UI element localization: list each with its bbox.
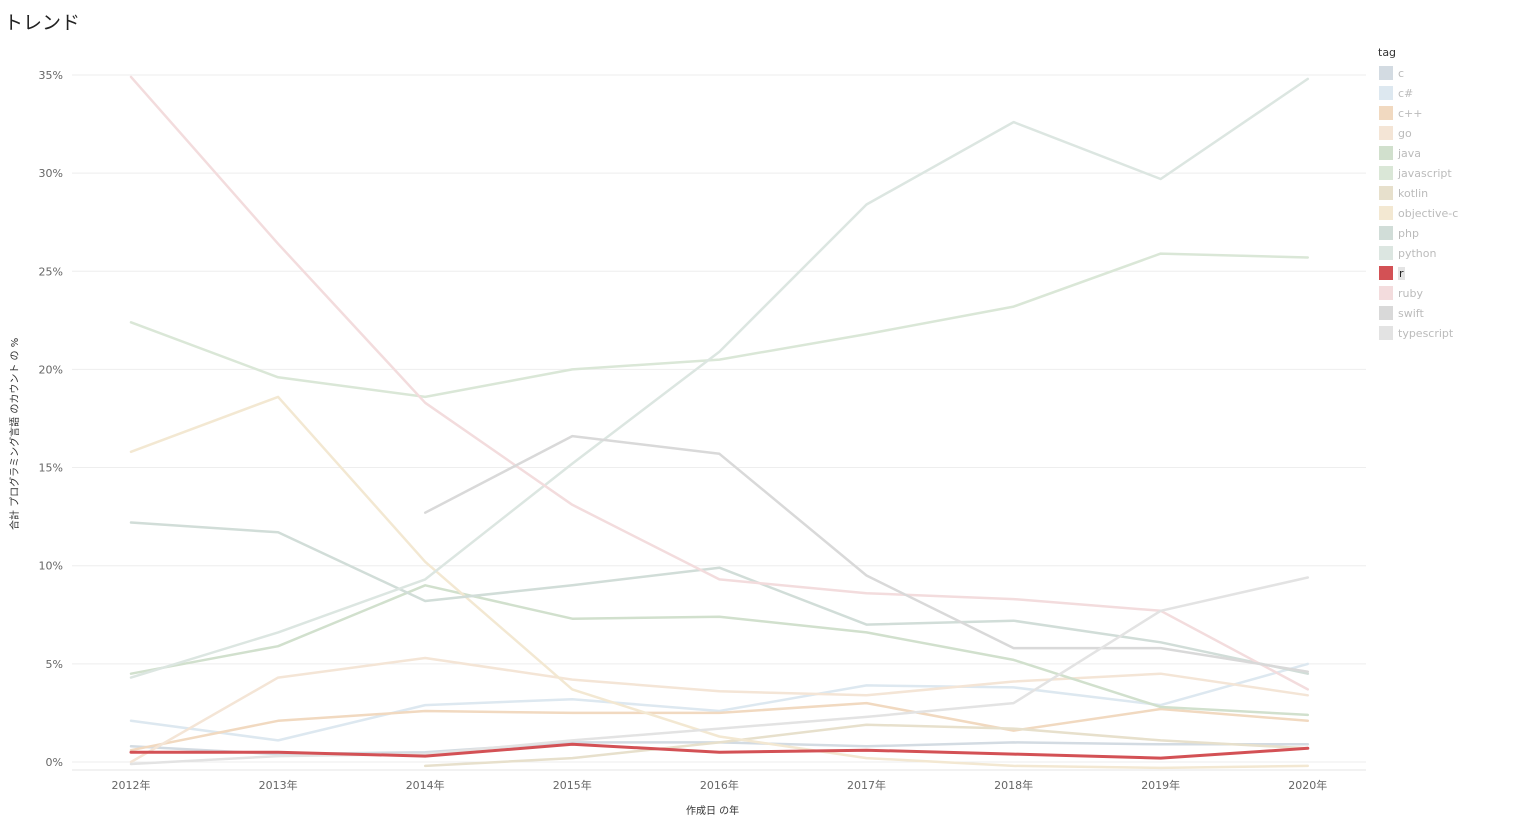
legend-item-go[interactable]: go (1376, 123, 1511, 143)
legend-item-ruby[interactable]: ruby (1376, 283, 1511, 303)
y-axis-label: 合計 プログラミング言語 のカウント の % (10, 337, 21, 530)
legend-label: java (1398, 146, 1422, 160)
legend-item-c[interactable]: c (1376, 63, 1511, 83)
series-lines (129, 75, 1310, 770)
series-line-php[interactable] (129, 521, 1310, 675)
x-tick-label: 2020年 (1288, 778, 1327, 792)
legend-item-c#[interactable]: c# (1376, 83, 1511, 103)
x-tick-label: 2015年 (553, 778, 592, 792)
legend-label: objective-c (1398, 206, 1459, 220)
series-line-kotlin[interactable] (423, 723, 1310, 768)
legend-swatch (1379, 66, 1393, 80)
series-line-objective-c[interactable] (129, 395, 1310, 770)
x-tick-label: 2014年 (406, 778, 445, 792)
legend-swatch (1379, 246, 1393, 260)
series-line-swift[interactable] (423, 434, 1310, 673)
legend-swatch (1379, 106, 1393, 120)
y-tick-label: 10% (39, 560, 63, 573)
legend-item-kotlin[interactable]: kotlin (1376, 183, 1511, 203)
y-tick-label: 20% (39, 363, 63, 376)
legend-label: swift (1398, 306, 1424, 320)
legend-swatch (1379, 146, 1393, 160)
legend-swatch (1379, 326, 1393, 340)
x-tick-label: 2016年 (700, 778, 739, 792)
legend: tag c c# c++ go java javascript kotlin objectiv… (1376, 46, 1511, 343)
series-line-c#[interactable] (129, 662, 1310, 742)
series-line-r[interactable] (129, 742, 1310, 760)
legend-label: r (1398, 266, 1405, 280)
x-tick-label: 2013年 (259, 778, 298, 792)
y-tick-label: 30% (39, 167, 63, 180)
legend-label: c (1398, 66, 1405, 80)
series-line-c++[interactable] (129, 701, 1310, 752)
page-title: トレンド (4, 12, 81, 34)
x-axis-label: 作成日 の年 (686, 806, 740, 817)
y-tick-label: 15% (39, 462, 63, 475)
y-tick-label: 0% (46, 756, 63, 769)
gridlines (72, 74, 1366, 771)
legend-label: c# (1398, 86, 1414, 100)
legend-swatch (1379, 126, 1393, 140)
legend-label: go (1398, 126, 1412, 140)
x-tick-label: 2012年 (112, 778, 151, 792)
legend-swatch (1379, 266, 1393, 280)
legend-title: tag (1378, 46, 1397, 59)
legend-swatch (1379, 286, 1393, 300)
legend-label: c++ (1398, 106, 1423, 120)
x-tick-label: 2017年 (847, 778, 886, 792)
legend-item-php[interactable]: php (1376, 223, 1511, 243)
legend-label: python (1398, 246, 1437, 260)
y-axis-ticks: 0% 5% 10% 15% 20% 25% 30% 35% (39, 69, 63, 769)
legend-label: kotlin (1398, 186, 1429, 200)
legend-swatch (1379, 226, 1393, 240)
series-line-go[interactable] (129, 656, 1310, 764)
legend-swatch (1379, 86, 1393, 100)
series-line-ruby[interactable] (129, 75, 1310, 691)
y-tick-label: 35% (39, 69, 63, 82)
legend-swatch (1379, 186, 1393, 200)
legend-items: c c# c++ go java javascript kotlin objective-c p… (1376, 63, 1511, 343)
legend-item-swift[interactable]: swift (1376, 303, 1511, 323)
legend-item-javascript[interactable]: javascript (1376, 163, 1511, 183)
series-line-java[interactable] (129, 584, 1310, 717)
legend-item-java[interactable]: java (1376, 143, 1511, 163)
x-tick-label: 2018年 (994, 778, 1033, 792)
series-line-typescript[interactable] (129, 576, 1310, 766)
legend-label: php (1398, 226, 1419, 240)
y-tick-label: 25% (39, 265, 63, 278)
line-chart: 0%5%10%15%20%25%30%35% 2012年 2013年 2014年 20… (39, 69, 1366, 792)
legend-item-typescript[interactable]: typescript (1376, 323, 1511, 343)
legend-swatch (1379, 166, 1393, 180)
legend-label: javascript (1398, 166, 1452, 180)
x-tick-label: 2019年 (1141, 778, 1180, 792)
legend-swatch (1379, 206, 1393, 220)
series-line-javascript[interactable] (129, 252, 1310, 399)
legend-item-objective-c[interactable]: objective-c (1376, 203, 1511, 223)
series-line-python[interactable] (129, 77, 1310, 679)
legend-item-python[interactable]: python (1376, 243, 1511, 263)
x-axis-ticks: 2012年 2013年 2014年 2015年 2016年 2017年 2018年 2019年… (112, 778, 1328, 792)
legend-label: typescript (1398, 326, 1454, 340)
legend-swatch (1379, 306, 1393, 320)
legend-item-c++[interactable]: c++ (1376, 103, 1511, 123)
legend-item-r[interactable]: r (1376, 263, 1511, 283)
legend-label: ruby (1398, 286, 1423, 300)
y-tick-label: 5% (46, 658, 63, 671)
